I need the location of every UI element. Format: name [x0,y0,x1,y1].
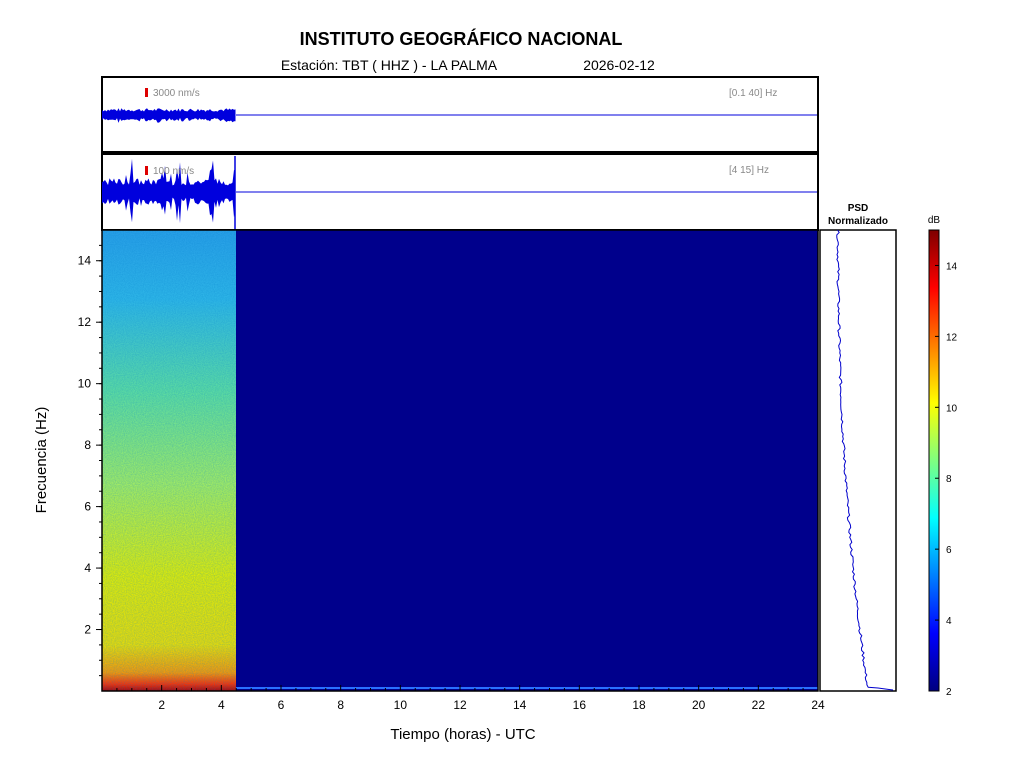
x-tick-label: 2 [158,698,165,712]
date-label: 2026-02-12 [583,57,655,73]
colorbar-tick-label: 8 [946,474,952,485]
colorbar-tick-label: 14 [946,261,958,272]
x-tick-label: 14 [513,698,527,712]
psd-curve [836,229,894,691]
psd-subtitle: Normalizado [828,216,888,227]
psd-title: PSD [848,203,869,214]
colorbar-tick-label: 10 [946,403,958,414]
band-label-filtered: [4 15] Hz [729,165,769,176]
y-tick-label: 6 [84,500,91,514]
colorbar-tick-label: 6 [946,545,952,556]
x-tick-label: 24 [811,698,825,712]
x-tick-label: 18 [632,698,646,712]
station-label: Estación: TBT ( HHZ ) - LA PALMA [281,57,498,73]
y-axis-label: Frecuencia (Hz) [33,407,50,514]
y-tick-label: 14 [78,254,92,268]
colorbar-tick-label: 12 [946,332,958,343]
seismogram-trace-filtered [102,158,236,224]
x-axis: 2 4 6 8 10 12 14 16 18 20 22 24 [116,685,825,712]
x-tick-label: 12 [453,698,467,712]
x-tick-label: 8 [337,698,344,712]
scale-bar-broadband [145,88,148,97]
scale-label-filtered: 100 nm/s [153,166,194,177]
y-tick-label: 12 [78,315,92,329]
colorbar-unit: dB [928,215,941,226]
scale-label-broadband: 3000 nm/s [153,88,200,99]
y-tick-label: 10 [78,377,92,391]
seismogram-panel-broadband: 3000 nm/s [0.1 40] Hz [101,76,819,153]
x-tick-label: 16 [573,698,587,712]
x-tick-label: 6 [278,698,285,712]
x-axis-label: Tiempo (horas) - UTC [390,726,535,743]
x-tick-label: 20 [692,698,706,712]
colorbar-gradient [928,229,940,692]
y-axis: 2 4 6 8 10 12 14 [78,244,102,677]
colorbar-ticks: 2 4 6 8 10 12 14 [935,261,958,698]
seismogram-trace-broadband [102,108,236,123]
colorbar-tick-label: 2 [946,687,952,698]
y-tick-label: 2 [84,623,91,637]
figure-title: INSTITUTO GEOGRÁFICO NACIONAL [300,28,623,49]
seismogram-panel-filtered: 100 nm/s [4 15] Hz [101,153,819,231]
scale-bar-filtered [145,166,148,175]
colorbar-tick-label: 4 [946,616,952,627]
x-tick-label: 22 [752,698,766,712]
y-tick-label: 4 [84,561,91,575]
x-tick-label: 4 [218,698,225,712]
band-label-broadband: [0.1 40] Hz [729,88,777,99]
y-tick-label: 8 [84,438,91,452]
spectrogram-speckle [102,230,236,691]
colorbar: dB 2 4 6 8 10 12 14 [928,215,958,698]
x-tick-label: 10 [394,698,408,712]
psd-panel: PSD Normalizado [819,203,897,692]
